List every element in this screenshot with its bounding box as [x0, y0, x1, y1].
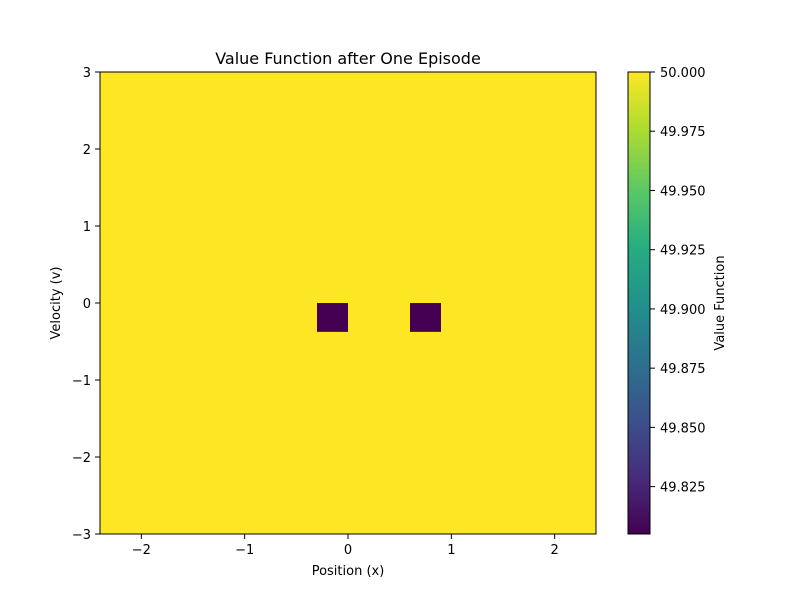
- y-tick-label: 2: [83, 143, 91, 158]
- colorbar-tick-label: 49.850: [660, 421, 706, 436]
- y-tick-label: 0: [83, 297, 91, 312]
- colorbar-gradient: [627, 71, 651, 535]
- x-axis-label: Position (x): [312, 564, 385, 579]
- x-axis: −2 −1 0 1 2: [132, 534, 559, 558]
- y-tick-label: −3: [72, 528, 91, 543]
- colorbar-tick-label: 49.925: [660, 244, 706, 259]
- chart-title: Value Function after One Episode: [215, 49, 481, 68]
- x-tick-label: 1: [447, 543, 455, 558]
- colorbar-label: Value Function: [713, 255, 728, 350]
- heatmap-cell-2: [410, 303, 441, 332]
- x-tick-label: 0: [344, 543, 352, 558]
- x-tick-label: −1: [235, 543, 254, 558]
- y-tick-label: −2: [72, 451, 91, 466]
- y-axis: −3 −2 −1 0 1 2 3: [72, 66, 100, 543]
- colorbar-tick-label: 49.900: [660, 303, 706, 318]
- colorbar-tick-label: 49.950: [660, 184, 706, 199]
- y-axis-label: Velocity (v): [49, 267, 64, 340]
- x-tick-label: −2: [132, 543, 151, 558]
- colorbar: 49.825 49.850 49.875 49.900 49.925 49.950 49.9…: [627, 66, 706, 535]
- y-tick-label: 1: [83, 220, 91, 235]
- colorbar-tick-label: 49.825: [660, 481, 706, 496]
- y-tick-label: 3: [83, 66, 91, 81]
- heatmap-cell-1: [317, 303, 348, 332]
- x-tick-label: 2: [551, 543, 559, 558]
- colorbar-tick-label: 50.000: [660, 66, 706, 81]
- y-tick-label: −1: [72, 374, 91, 389]
- colorbar-tick-label: 49.975: [660, 125, 706, 140]
- plot-area: [99, 71, 597, 535]
- colorbar-tick-label: 49.875: [660, 362, 706, 377]
